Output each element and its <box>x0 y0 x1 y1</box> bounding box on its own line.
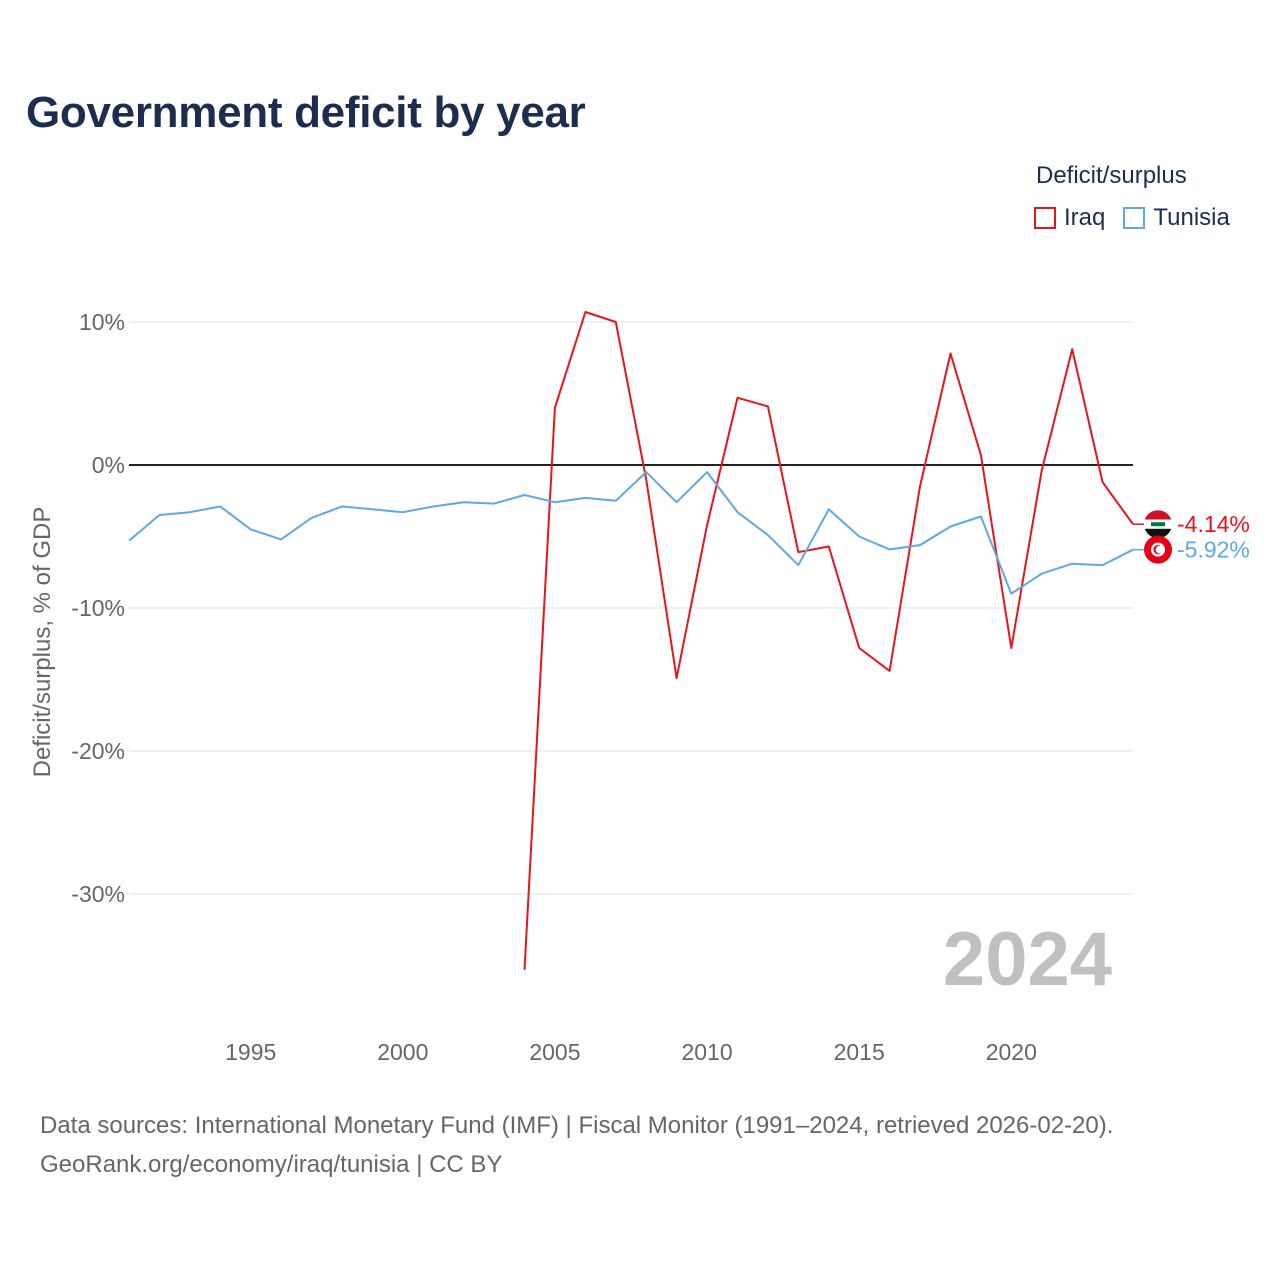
grid-layer <box>129 321 1133 895</box>
x-tick-labels: 1995 2000 2005 2010 2015 2020 <box>225 1039 1037 1065</box>
x-tick-label: 2005 <box>529 1039 580 1065</box>
iraq-flag-icon <box>1144 510 1172 539</box>
y-tick-label: 10% <box>79 309 125 335</box>
attribution-link[interactable]: GeoRank.org/economy/iraq/tunisia | CC BY <box>40 1151 503 1178</box>
x-tick-label: 1995 <box>225 1039 276 1065</box>
series-line-iraq[interactable] <box>523 311 1134 970</box>
legend-swatch-iraq <box>1034 207 1056 229</box>
y-axis-title: Deficit/surplus, % of GDP <box>29 507 56 778</box>
legend-label-tunisia: Tunisia <box>1153 204 1230 231</box>
x-tick-label: 2015 <box>834 1039 885 1065</box>
footer: Data sources: International Monetary Fun… <box>40 1106 1113 1184</box>
y-tick-labels: 10% 0% -10% -20% -30% <box>71 309 125 907</box>
end-label-iraq: -4.14% <box>1177 511 1250 537</box>
series-line-tunisia[interactable] <box>128 471 1134 595</box>
legend-title: Deficit/surplus <box>1036 162 1187 189</box>
y-tick-label: -10% <box>71 595 125 621</box>
y-tick-label: -30% <box>71 881 125 907</box>
end-markers: -4.14%-5.92% <box>1133 510 1250 564</box>
line-chart: 10% 0% -10% -20% -30% 1995 2000 2005 2010 2015 20… <box>29 309 1250 1065</box>
legend-swatch-tunisia <box>1123 207 1146 229</box>
y-tick-label: -20% <box>71 738 125 764</box>
legend-item-tunisia[interactable]: Tunisia <box>1123 204 1230 232</box>
tunisia-flag-icon <box>1144 535 1172 564</box>
year-annotation: 2024 <box>943 917 1112 1002</box>
data-source-text: Data sources: International Monetary Fun… <box>40 1112 1114 1139</box>
chart-title: Government deficit by year <box>26 88 586 137</box>
x-tick-label: 2010 <box>681 1039 732 1065</box>
series-layer <box>128 311 1134 970</box>
legend: Iraq Tunisia <box>1034 204 1248 232</box>
end-label-tunisia: -5.92% <box>1177 537 1250 563</box>
x-tick-label: 2020 <box>986 1039 1037 1065</box>
y-tick-label: 0% <box>92 452 125 478</box>
legend-item-iraq[interactable]: Iraq <box>1034 204 1105 232</box>
legend-label-iraq: Iraq <box>1064 204 1106 231</box>
x-tick-label: 2000 <box>377 1039 428 1065</box>
